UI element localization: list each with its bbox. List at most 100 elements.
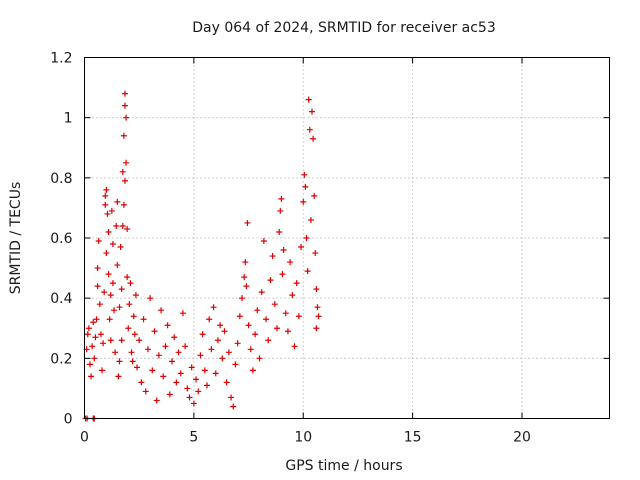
data-point xyxy=(92,334,99,341)
x-tick-label: 20 xyxy=(513,430,531,446)
data-point xyxy=(295,313,302,320)
data-point xyxy=(108,207,115,214)
chart-title: Day 064 of 2024, SRMTID for receiver ac5… xyxy=(192,20,496,36)
data-point xyxy=(301,171,308,178)
data-point xyxy=(247,346,254,353)
data-point xyxy=(298,244,305,251)
data-point xyxy=(162,343,169,350)
data-point xyxy=(127,280,134,287)
y-tick-label: 0.2 xyxy=(50,351,72,367)
data-point xyxy=(171,334,178,341)
data-point xyxy=(230,403,237,410)
x-tick-label: 5 xyxy=(189,430,198,446)
data-point xyxy=(225,349,232,356)
y-tick-label: 0.6 xyxy=(50,231,72,247)
data-point xyxy=(118,337,125,344)
data-point xyxy=(271,301,278,308)
data-point xyxy=(214,337,221,344)
data-point xyxy=(234,340,241,347)
data-point xyxy=(102,201,109,208)
data-point xyxy=(97,331,104,338)
data-point xyxy=(201,367,208,374)
data-point xyxy=(217,322,224,329)
data-point xyxy=(279,271,286,278)
data-point xyxy=(109,280,116,287)
data-points xyxy=(82,90,322,422)
data-point xyxy=(312,250,319,257)
data-point xyxy=(254,307,261,314)
y-axis-label: SRMTID / TECUs xyxy=(8,182,24,295)
x-tick-label: 15 xyxy=(404,430,422,446)
data-point xyxy=(123,159,130,166)
data-point xyxy=(114,262,121,269)
data-point xyxy=(140,316,147,323)
data-point xyxy=(314,304,321,311)
data-point xyxy=(241,274,248,281)
y-tick-label: 0.8 xyxy=(50,171,72,187)
data-point xyxy=(155,352,162,359)
data-point xyxy=(105,271,112,278)
data-point xyxy=(244,219,251,226)
y-tick-labels: 0 0.2 0.4 0.6 0.8 1 1.2 xyxy=(50,51,72,428)
data-point xyxy=(284,328,291,335)
data-point xyxy=(116,358,123,365)
y-tick-label: 0.4 xyxy=(50,291,72,307)
x-tick-label: 10 xyxy=(294,430,312,446)
data-point xyxy=(99,367,105,374)
data-point xyxy=(309,108,315,115)
data-point xyxy=(123,114,130,121)
data-point xyxy=(169,358,175,365)
data-point xyxy=(313,286,320,293)
data-point xyxy=(287,259,294,266)
x-tick-label: 0 xyxy=(80,430,89,446)
data-point xyxy=(124,274,131,281)
data-point xyxy=(125,325,132,332)
data-point xyxy=(236,313,243,320)
data-point xyxy=(302,183,309,190)
data-point xyxy=(252,331,259,338)
data-point xyxy=(115,373,122,380)
data-point xyxy=(100,340,107,347)
data-point xyxy=(277,207,284,214)
data-point xyxy=(291,343,298,350)
data-point xyxy=(186,394,193,401)
data-point xyxy=(304,268,311,275)
data-point xyxy=(126,301,133,308)
data-point xyxy=(96,301,103,308)
data-point xyxy=(242,259,249,266)
data-point xyxy=(280,247,287,254)
plot-frame xyxy=(84,57,610,419)
x-axis-label: GPS time / hours xyxy=(285,458,402,474)
data-point xyxy=(276,228,283,235)
data-point xyxy=(131,331,138,338)
data-point xyxy=(103,250,110,257)
data-point xyxy=(160,373,167,380)
data-point xyxy=(121,102,128,109)
data-point xyxy=(103,186,110,193)
data-point xyxy=(149,367,156,374)
data-point xyxy=(119,222,126,229)
data-point xyxy=(179,310,186,317)
grid-lines xyxy=(84,57,610,419)
data-point xyxy=(88,373,95,380)
y-tick-label: 1.2 xyxy=(50,51,72,67)
data-point xyxy=(265,337,272,344)
data-point xyxy=(193,376,200,383)
data-point xyxy=(263,316,270,323)
data-point xyxy=(245,322,252,329)
data-point xyxy=(114,198,121,205)
data-point xyxy=(86,361,93,368)
data-point xyxy=(208,346,215,353)
data-point xyxy=(151,328,158,335)
data-point xyxy=(315,313,322,320)
data-point xyxy=(267,277,274,284)
data-point xyxy=(212,370,219,377)
data-point xyxy=(310,135,317,142)
data-point xyxy=(305,96,312,103)
data-point xyxy=(112,349,119,356)
data-point xyxy=(94,283,101,290)
data-point xyxy=(120,132,127,139)
data-point xyxy=(166,391,173,398)
data-point xyxy=(107,337,114,344)
